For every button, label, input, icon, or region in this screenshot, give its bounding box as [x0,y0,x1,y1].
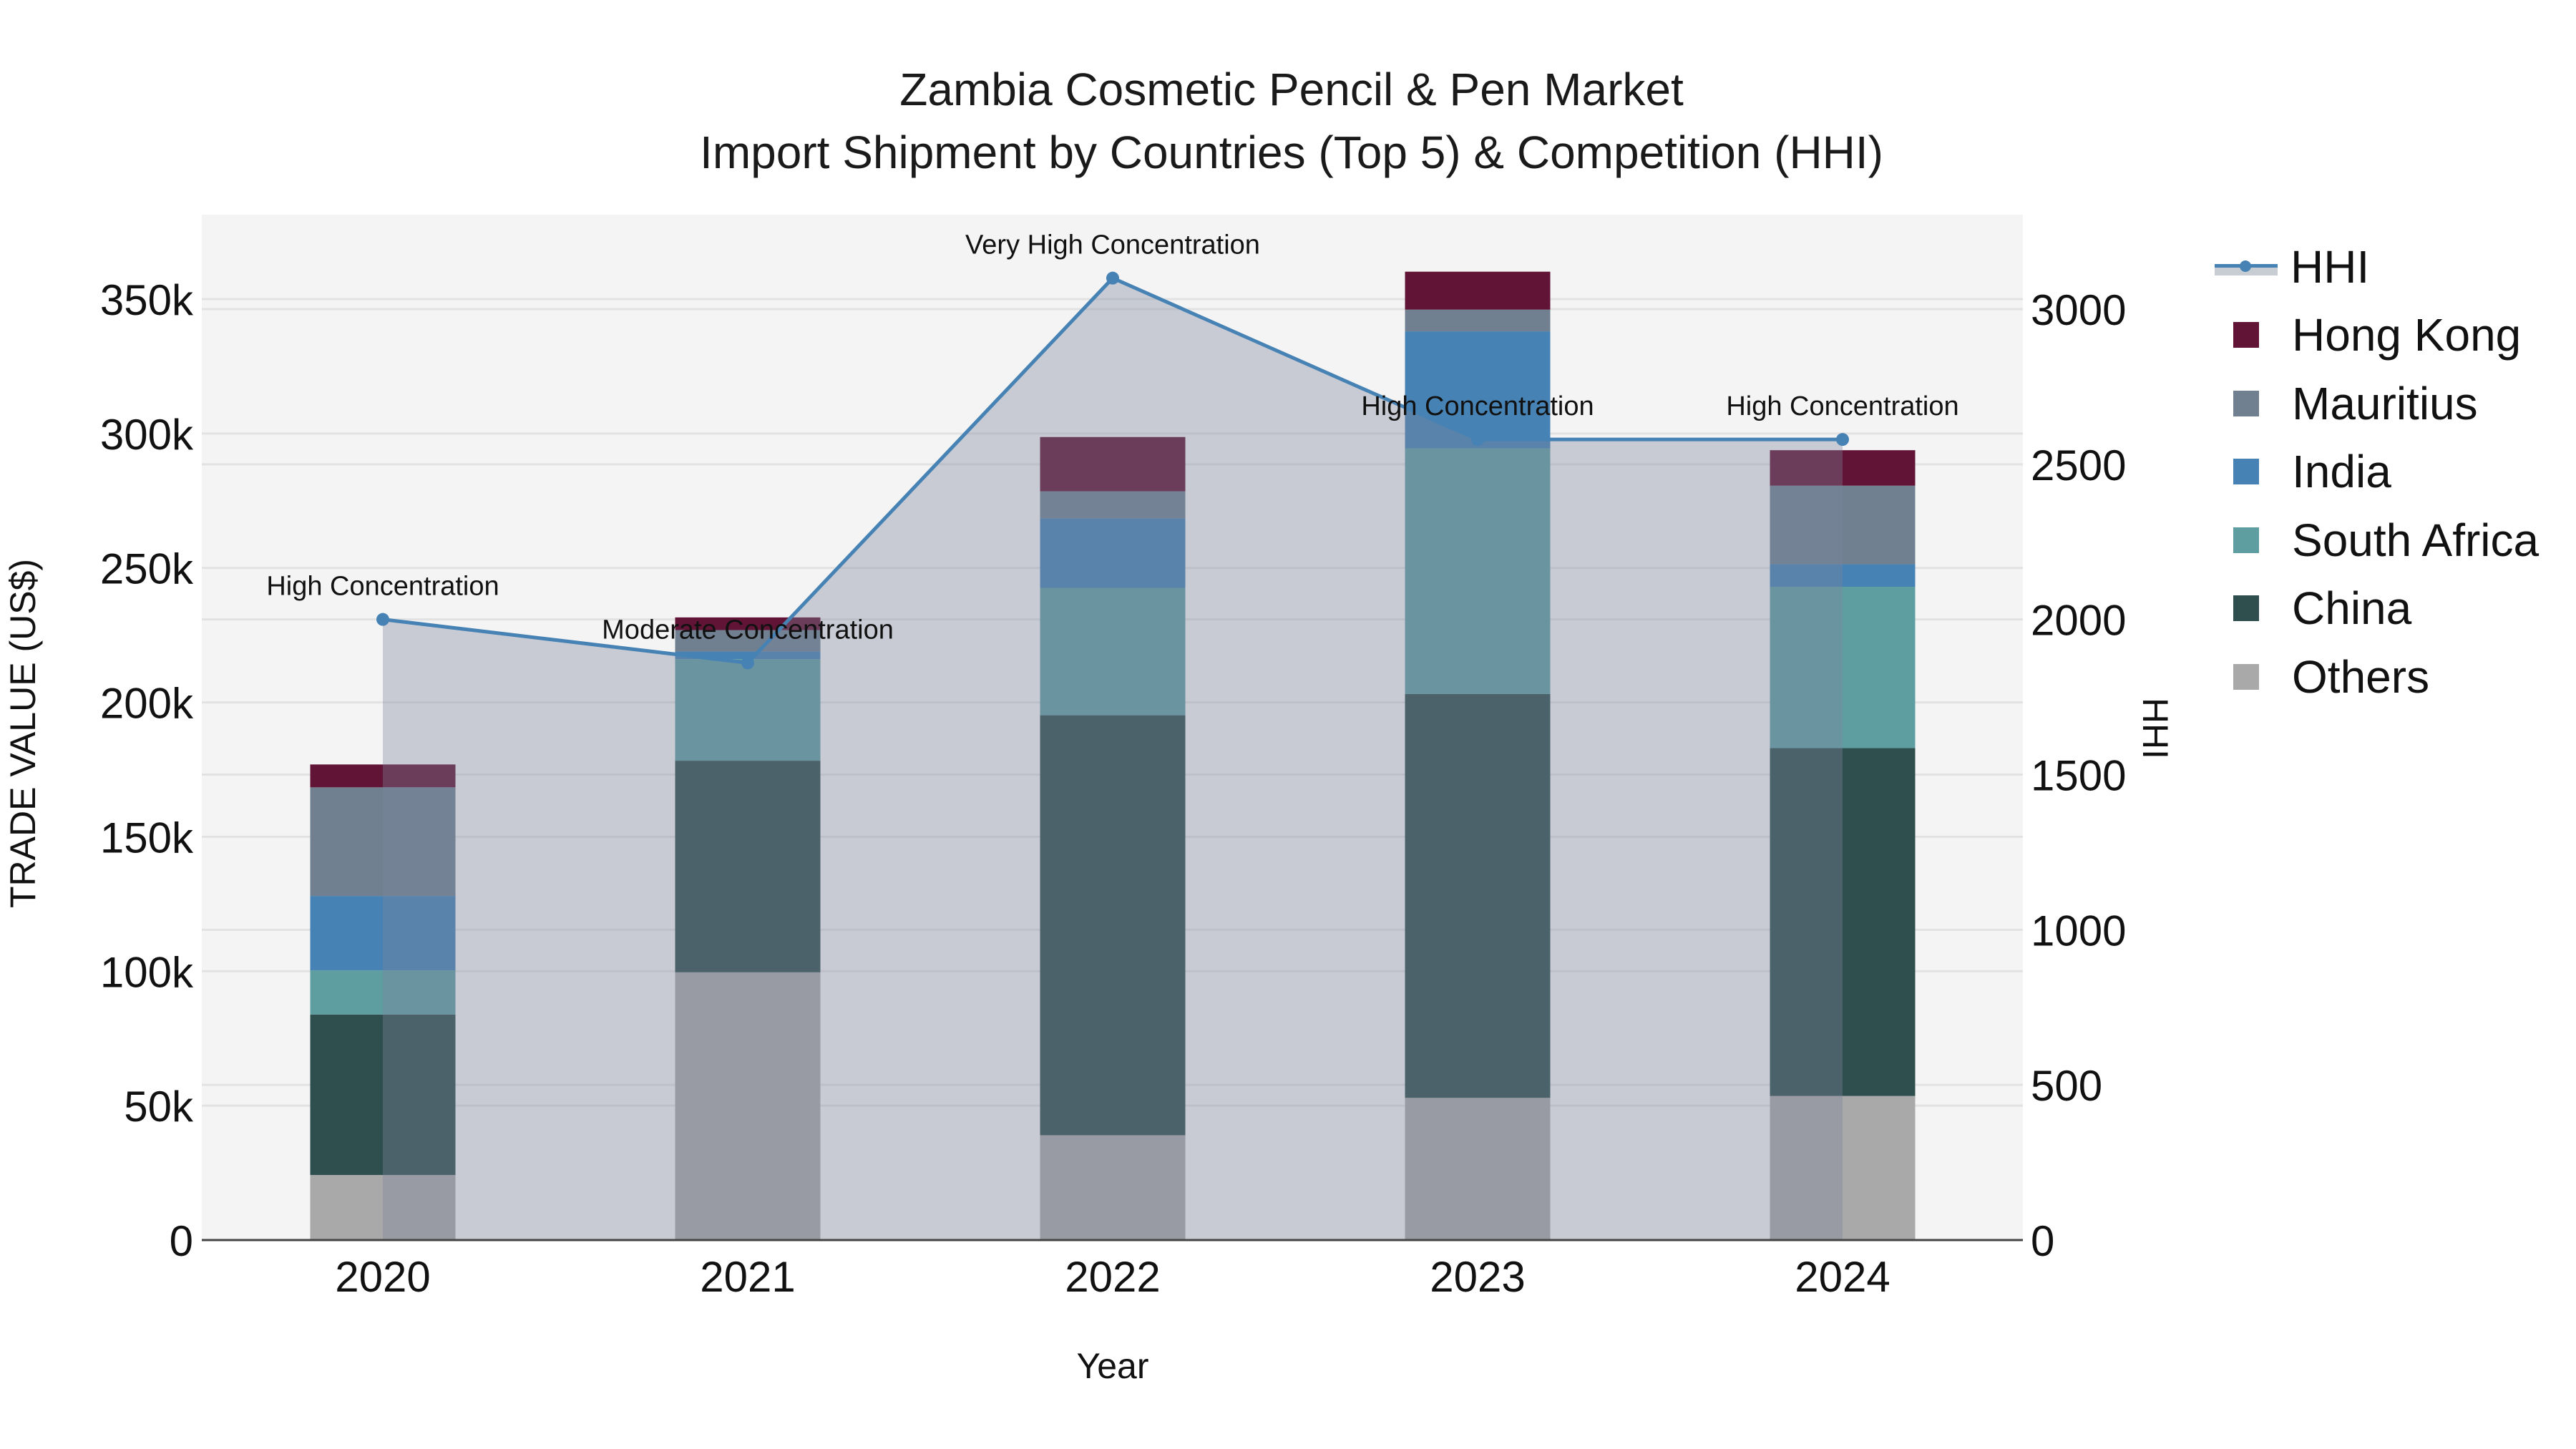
bar-segment-others [310,1175,456,1240]
bar-segment-china [1040,715,1186,1136]
y-tick-label: 350k [100,276,194,324]
chart-title: Zambia Cosmetic Pencil & Pen Market [899,64,1684,115]
x-tick-label: 2022 [1065,1253,1160,1301]
bar-segment-mauritius [310,787,456,897]
legend-label: India [2292,446,2391,498]
bar-segment-india [675,651,821,660]
line-marker-icon [2215,256,2278,278]
bar-segment-india [1405,331,1551,449]
y2-tick-label: 0 [2031,1217,2054,1265]
y-tick-label: 300k [100,411,194,459]
bar-segment-others [1040,1135,1186,1240]
legend-label: Mauritius [2292,377,2478,429]
y-axis-title: TRADE VALUE (US$) [3,558,43,909]
bar-segment-mauritius [675,630,821,652]
legend-label: Hong Kong [2292,309,2522,361]
hhi-annotations: High Concentration Moderate Concentration… [266,230,1958,645]
bar-segment-south-africa [310,970,456,1015]
bar-segment-mauritius [1040,491,1186,519]
bar-segment-hong-kong [1040,436,1186,492]
y2-axis-ticks: 0 500 1000 1500 2000 2500 3000 [2031,286,2126,1265]
x-tick-label: 2020 [335,1253,430,1301]
legend-item-india[interactable]: India [2215,438,2539,507]
legend-item-south-africa[interactable]: South Africa [2215,506,2539,575]
y-tick-label: 0 [170,1217,193,1265]
legend: HHI Hong Kong Mauritius India South Afri… [2215,233,2539,711]
swatch-icon [2233,390,2259,416]
bar-segment-mauritius [1405,309,1551,332]
bar-segment-china [1405,693,1551,1098]
bar-segment-south-africa [1405,448,1551,694]
bar-segment-others [675,972,821,1240]
bar-segment-south-africa [1770,587,1916,748]
legend-item-mauritius[interactable]: Mauritius [2215,369,2539,438]
y-tick-label: 200k [100,680,194,728]
swatch-icon [2233,595,2259,622]
swatch-icon [2233,459,2259,485]
hhi-area [383,278,1843,1241]
x-tick-label: 2021 [700,1253,795,1301]
legend-label: Others [2292,650,2430,703]
y-tick-label: 250k [100,545,194,593]
x-tick-label: 2023 [1430,1253,1525,1301]
bar-segment-hong-kong [1405,271,1551,310]
y-tick-label: 100k [100,948,194,996]
y2-tick-label: 2500 [2031,441,2126,489]
bar-segment-india [1040,518,1186,588]
bar-segment-china [1770,748,1916,1096]
stacked-bars [310,271,1916,1240]
x-axis-ticks: 2020 2021 2022 2023 2024 [335,1253,1890,1301]
y2-tick-label: 1000 [2031,907,2126,955]
bar-segment-china [310,1014,456,1176]
legend-label: China [2292,582,2412,635]
hhi-line [376,271,1849,670]
bar-segment-others [1405,1098,1551,1240]
swatch-icon [2233,322,2259,348]
legend-label: South Africa [2292,514,2540,566]
y-axis-ticks: 0 50k 100k 150k 200k 250k 300k 350k [100,276,194,1265]
bar-segment-others [1770,1096,1916,1240]
bar-segment-india [310,896,456,971]
bar-segment-mauritius [1770,485,1916,565]
x-axis-title: Year [1076,1346,1149,1386]
legend-item-hhi[interactable]: HHI [2215,233,2539,301]
x-tick-label: 2024 [1795,1253,1890,1301]
y2-tick-label: 2000 [2031,597,2126,645]
y-tick-label: 150k [100,814,194,862]
y2-tick-label: 1500 [2031,752,2126,800]
y2-tick-label: 3000 [2031,286,2126,334]
hhi-annotation: Very High Concentration [965,230,1260,260]
bar-segment-south-africa [675,659,821,761]
legend-label: HHI [2290,240,2370,293]
hhi-annotation: Moderate Concentration [602,615,894,645]
y2-axis-title: HHI [2135,697,2175,760]
y2-tick-label: 500 [2031,1062,2102,1110]
bar-segment-hong-kong [1770,450,1916,486]
bar-segment-hong-kong [310,764,456,788]
hhi-annotation: High Concentration [1726,391,1958,421]
swatch-icon [2233,527,2259,553]
bar-segment-south-africa [1040,587,1186,716]
legend-item-china[interactable]: China [2215,575,2539,643]
y-tick-label: 50k [124,1083,194,1131]
chart-subtitle: Import Shipment by Countries (Top 5) & C… [700,127,1883,178]
swatch-icon [2233,663,2259,690]
hhi-annotation: High Concentration [266,572,499,602]
bar-segment-india [1770,564,1916,587]
legend-item-others[interactable]: Others [2215,643,2539,711]
bar-segment-china [675,761,821,972]
hhi-annotation: High Concentration [1361,391,1594,421]
legend-item-hong-kong[interactable]: Hong Kong [2215,301,2539,370]
